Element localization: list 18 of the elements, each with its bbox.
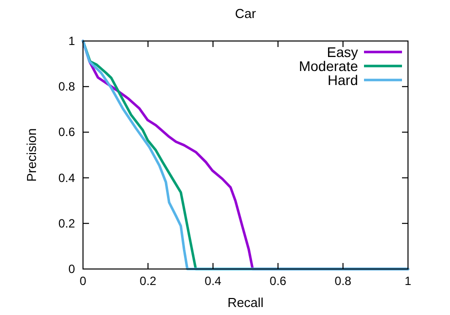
x-tick-label: 0.4 (204, 274, 222, 288)
y-tick-label: 0.2 (58, 216, 76, 230)
x-tick-label: 0.2 (140, 274, 157, 288)
y-tick-label: 1 (68, 34, 76, 48)
y-tick-label: 0.4 (58, 170, 76, 185)
x-tick-label: 0.8 (334, 274, 352, 288)
line-series (82, 40, 410, 270)
y-tick-label: 0 (68, 262, 76, 276)
y-axis-title: Precision (24, 128, 39, 182)
legend-label: Easy (326, 44, 358, 60)
chart-title: Car (235, 6, 257, 21)
x-axis-title: Recall (227, 295, 264, 310)
legend-label: Hard (328, 72, 358, 88)
x-tick-label: 1 (404, 274, 412, 288)
x-tick-label: 0 (80, 274, 87, 288)
y-tick-label: 0.8 (58, 80, 76, 94)
x-tick-label: 0.6 (270, 274, 287, 288)
y-tick-label: 0.6 (58, 125, 76, 140)
